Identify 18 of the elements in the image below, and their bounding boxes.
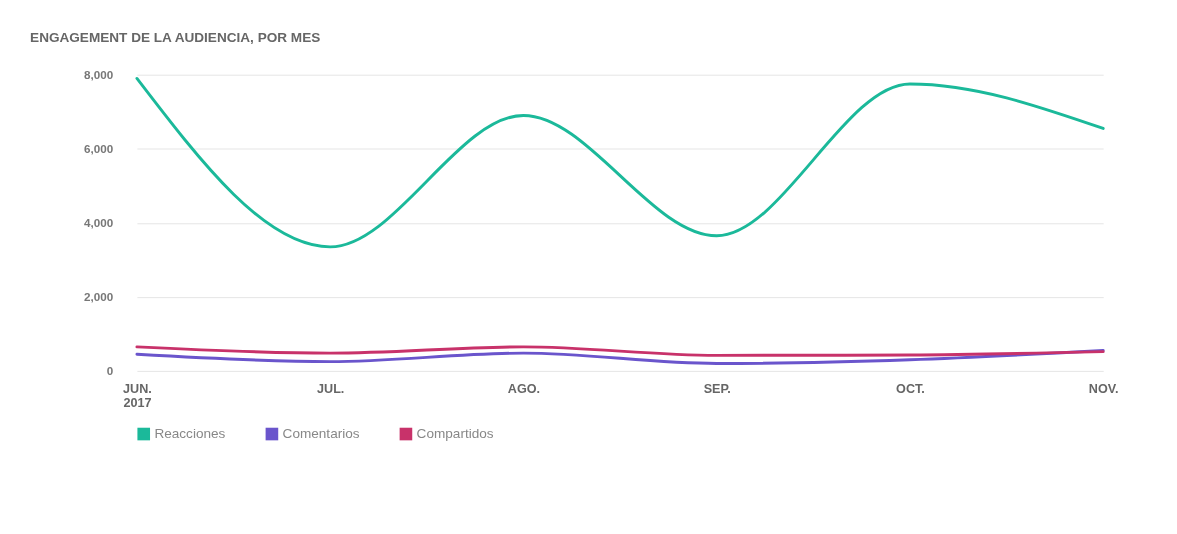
line-series — [135, 76, 1105, 249]
y-tick-label: 0 — [106, 364, 114, 378]
x-tick-label: NOV. — [1088, 381, 1119, 396]
x-tick-label: SEP. — [703, 381, 731, 396]
y-tick-label: 6,000 — [84, 142, 114, 156]
legend-label: Comentarios — [282, 425, 360, 441]
y-tick-label: 8,000 — [84, 68, 114, 82]
x-tick-label: JUL. — [317, 381, 345, 396]
line-series — [135, 345, 1105, 357]
x-tick-label: AGO. — [507, 381, 541, 396]
legend-label: Reacciones — [154, 425, 226, 441]
y-tick-label: 4,000 — [84, 216, 114, 230]
line-series — [135, 349, 1105, 365]
chart-title: ENGAGEMENT DE LA AUDIENCIA, POR MES — [30, 29, 321, 45]
legend-label: Compartidos — [416, 425, 494, 441]
x-tick-label: OCT. — [896, 381, 925, 396]
y-tick-label: 2,000 — [84, 290, 114, 304]
x-tick-label: JUN. 2017 — [123, 381, 152, 411]
